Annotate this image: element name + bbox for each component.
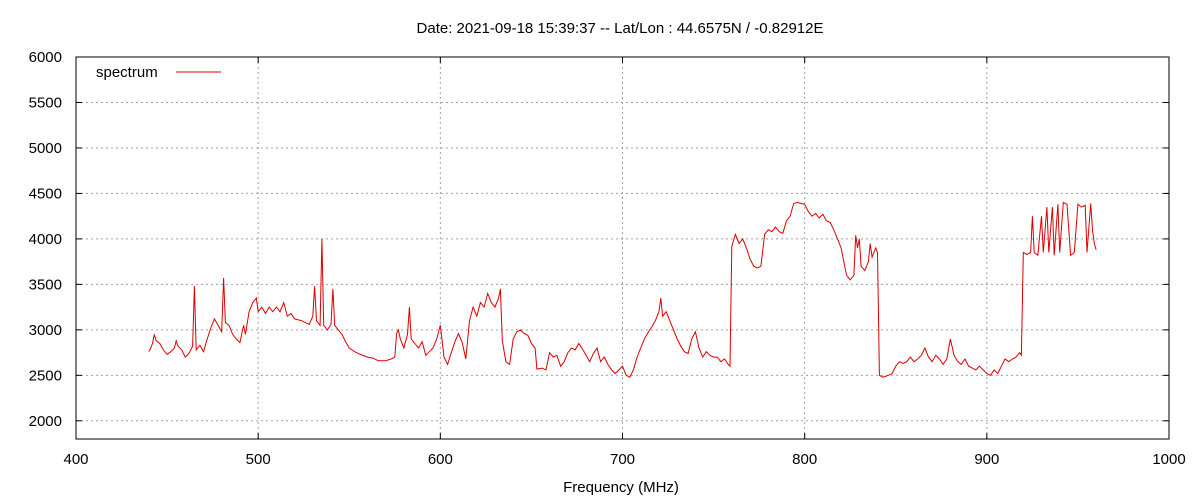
x-tick-label-800: 800 xyxy=(792,451,817,468)
grid-lines xyxy=(76,57,1169,439)
y-tick-label-2500: 2500 xyxy=(29,367,62,384)
y-tick-label-3000: 3000 xyxy=(29,322,62,339)
y-tick-label-5000: 5000 xyxy=(29,140,62,157)
legend: spectrum xyxy=(96,64,221,81)
series-line-spectrum xyxy=(148,201,1097,378)
series-layer xyxy=(148,201,1097,378)
x-tick-label-900: 900 xyxy=(974,451,999,468)
chart-title: Date: 2021-09-18 15:39:37 -- Lat/Lon : 4… xyxy=(417,20,824,37)
x-tick-label-700: 700 xyxy=(610,451,635,468)
plot-frame xyxy=(75,56,1170,440)
y-tick-label-4500: 4500 xyxy=(29,185,62,202)
x-tick-label-400: 400 xyxy=(63,451,88,468)
y-tick-label-2000: 2000 xyxy=(29,413,62,430)
y-tick-label-3500: 3500 xyxy=(29,276,62,293)
x-axis-title: Frequency (MHz) xyxy=(563,479,679,496)
y-tick-label-4000: 4000 xyxy=(29,231,62,248)
y-tick-label-6000: 6000 xyxy=(29,49,62,66)
axis-ticks: 400 500 600 700 800 900 1000 2000 2500 3000 3500 40… xyxy=(29,49,1186,468)
x-tick-label-1000: 1000 xyxy=(1152,451,1185,468)
x-tick-label-500: 500 xyxy=(246,451,271,468)
legend-label: spectrum xyxy=(96,64,158,81)
y-tick-label-5500: 5500 xyxy=(29,94,62,111)
x-tick-label-600: 600 xyxy=(428,451,453,468)
